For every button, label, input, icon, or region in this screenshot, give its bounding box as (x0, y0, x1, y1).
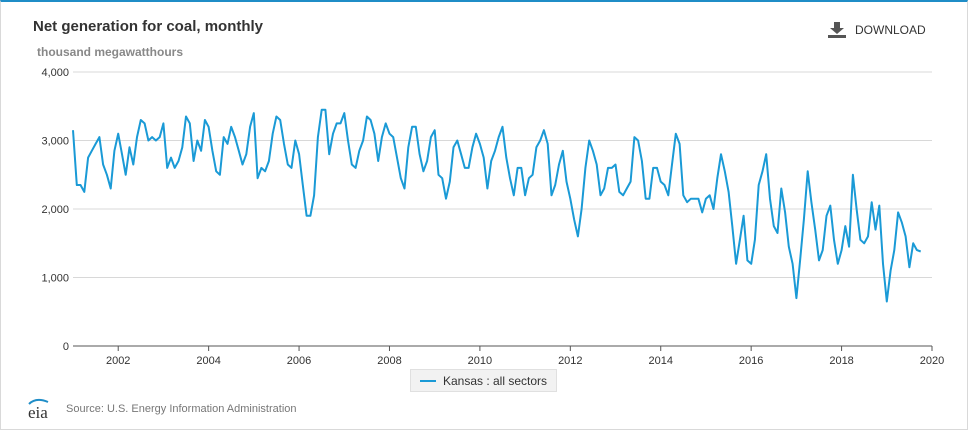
y-tick-label: 0 (63, 341, 69, 353)
x-tick-label: 2008 (377, 355, 401, 367)
download-icon (828, 22, 846, 38)
x-tick-label: 2010 (468, 355, 492, 367)
chart-units: thousand megawatthours (37, 45, 184, 59)
x-tick-label: 2018 (829, 355, 853, 367)
tick-labels: 0 1,000 2,000 3,000 4,000 2002 2004 2006 2008 201… (41, 67, 944, 367)
y-tick-label: 3,000 (41, 136, 69, 148)
x-tick-label: 2004 (196, 355, 220, 367)
grid-lines (73, 71, 932, 278)
download-button[interactable]: DOWNLOAD (828, 22, 926, 38)
chart-title: Net generation for coal, monthly (33, 18, 264, 35)
x-tick-label: 2002 (106, 355, 130, 367)
source-note: eia Source: U.S. Energy Information Admi… (26, 398, 297, 420)
download-label: DOWNLOAD (855, 23, 926, 37)
y-tick-label: 1,000 (41, 273, 69, 285)
series-layer (72, 108, 922, 303)
x-tick-label: 2012 (558, 355, 582, 367)
series-line-kansas (72, 108, 922, 303)
y-tick-label: 2,000 (41, 204, 69, 216)
legend-swatch (419, 379, 436, 382)
x-tick-label: 2016 (739, 355, 763, 367)
axes (73, 345, 933, 351)
source-text: Source: U.S. Energy Information Administ… (66, 403, 297, 415)
legend-label: Kansas : all sectors (442, 373, 548, 388)
line-chart: 0 1,000 2,000 3,000 4,000 2002 2004 2006 2008 201… (41, 67, 944, 367)
eia-logo-icon: eia (28, 398, 49, 420)
y-tick-label: 4,000 (41, 67, 69, 79)
x-tick-label: 2006 (287, 355, 311, 367)
x-tick-label: 2020 (920, 355, 944, 367)
x-tick-label: 2014 (648, 355, 672, 367)
eia-logo-text: eia (28, 403, 48, 420)
chart-legend[interactable]: Kansas : all sectors (410, 369, 557, 392)
